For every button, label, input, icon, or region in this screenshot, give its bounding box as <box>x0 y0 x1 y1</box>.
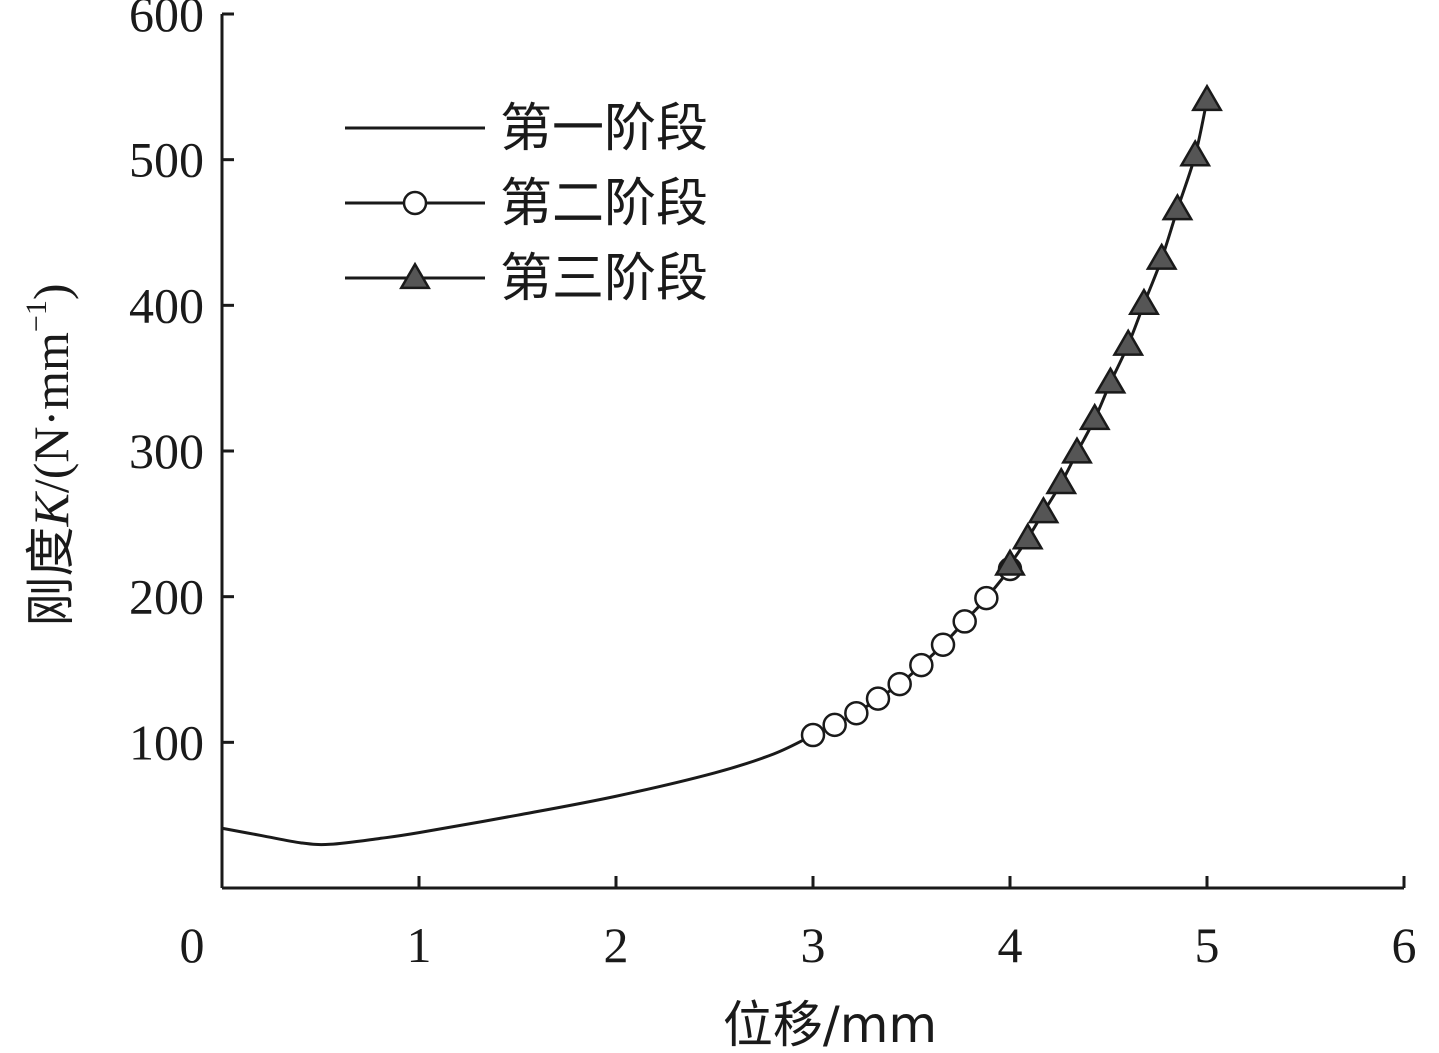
series-3-point <box>1027 495 1060 524</box>
series-2-point <box>822 712 847 738</box>
series-3-point <box>1045 466 1078 495</box>
y-tick-label: 500 <box>129 132 204 188</box>
series-3-point <box>1128 287 1160 316</box>
y-tick-label: 100 <box>129 714 204 770</box>
series-2 <box>800 556 1023 748</box>
series-2-point <box>844 700 869 726</box>
legend-marker-3 <box>399 261 431 290</box>
series-3-point <box>1191 83 1223 112</box>
legend-marker-2 <box>402 190 428 216</box>
series-3-point <box>994 548 1026 576</box>
y-axis-title-prefix: 刚度 <box>22 527 80 627</box>
series-2-point <box>887 671 912 697</box>
y-tick-label: 300 <box>129 423 204 479</box>
x-tick-label: 6 <box>1392 917 1417 973</box>
series-2-point <box>974 585 999 611</box>
legend-label-2: 第二阶段 <box>500 174 708 234</box>
series-2-point <box>865 686 891 711</box>
series-3-point <box>1078 402 1111 431</box>
x-tick-label: 0 <box>180 917 205 973</box>
series-layer <box>221 83 1223 847</box>
axes: 0 1 2 3 4 5 6 100 200 300 400 500 600 <box>129 0 1417 973</box>
x-tick-label: 4 <box>998 917 1023 973</box>
legend-label-1: 第一阶段 <box>500 99 708 159</box>
series-3-point <box>1061 436 1093 464</box>
x-axis-title: 位移/mm <box>723 996 937 1053</box>
series-2-point <box>930 632 956 657</box>
y-axis-title: 刚度K/(N·mm−1) <box>20 283 80 626</box>
series-3-point <box>1094 366 1127 394</box>
series-3-point <box>1011 522 1044 550</box>
series-1-line <box>221 733 814 847</box>
series-3-point <box>1179 139 1212 167</box>
x-tick-label: 1 <box>407 917 432 973</box>
y-axis-title-unit: /(N·mm <box>23 332 79 493</box>
series-2-point <box>952 609 977 634</box>
y-tick-label: 200 <box>129 569 204 625</box>
series-3-line <box>1008 99 1209 566</box>
y-axis-title-var: K <box>23 491 79 528</box>
series-1 <box>221 733 814 847</box>
series-3-point <box>1145 242 1178 270</box>
series-3 <box>994 83 1223 576</box>
legend-label-3: 第三阶段 <box>500 249 708 309</box>
y-tick-label: 400 <box>129 277 204 333</box>
series-3-point <box>1112 328 1145 356</box>
y-axis-title-sup: −1 <box>20 300 53 332</box>
y-axis-title-close: ) <box>23 283 79 300</box>
series-2-point <box>800 722 826 748</box>
x-tick-label: 5 <box>1195 917 1220 973</box>
y-tick-label: 600 <box>129 0 204 42</box>
series-2-point <box>909 652 934 678</box>
x-tick-label: 2 <box>604 917 629 973</box>
series-3-point <box>1161 192 1194 221</box>
x-tick-label: 3 <box>801 917 826 973</box>
